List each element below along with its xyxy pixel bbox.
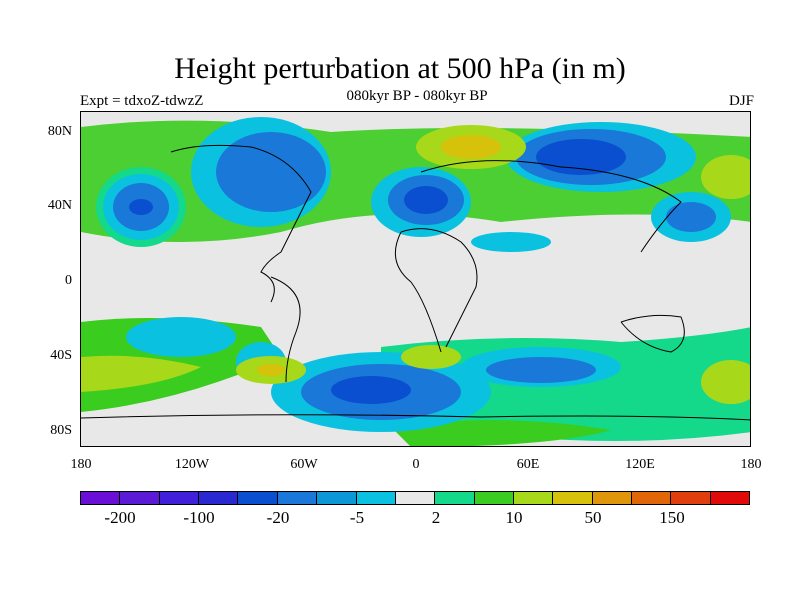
x-tick-label: 60W (290, 457, 318, 472)
experiment-label: Expt = tdxoZ-tdwzZ (80, 93, 204, 109)
colorbar-label: 10 (505, 508, 523, 527)
season-label: DJF (728, 93, 754, 109)
colorbar-swatch (671, 492, 711, 504)
colorbar-swatch (435, 492, 475, 504)
colorbar-swatch (710, 492, 750, 504)
colorbar-swatch (553, 492, 593, 504)
colorbar-label: 50 (584, 508, 602, 527)
y-tick-label: 80S (50, 423, 72, 438)
colorbar-label: -20 (266, 508, 290, 527)
y-tick-label: 80N (47, 124, 72, 139)
map-plot (80, 111, 751, 447)
colorbar-swatch (199, 492, 239, 504)
x-tick-label: 60E (516, 457, 540, 472)
x-tick-label: 0 (412, 457, 420, 472)
colorbar-swatch (317, 492, 357, 504)
colorbar (80, 491, 750, 505)
x-tick-label: 180 (740, 457, 762, 472)
colorbar-swatch (120, 492, 160, 504)
y-tick-label: 40S (50, 348, 72, 363)
colorbar-label: 2 (431, 508, 441, 527)
y-tick-label: 0 (65, 273, 72, 288)
colorbar-swatch (159, 492, 200, 504)
colorbar-swatch (474, 492, 514, 504)
x-tick-label: 120E (625, 457, 655, 472)
colorbar-swatch (592, 492, 633, 504)
x-tick-label: 180 (70, 457, 92, 472)
colorbar-swatch (395, 492, 436, 504)
y-tick-label: 40N (47, 198, 72, 213)
colorbar-swatch (81, 492, 121, 504)
colorbar-label: -200 (104, 508, 136, 527)
colorbar-swatch (238, 492, 278, 504)
colorbar-label: 150 (659, 508, 685, 527)
colorbar-swatch (277, 492, 318, 504)
colorbar-swatch (356, 492, 396, 504)
chart-title: Height perturbation at 500 hPa (in m) (174, 52, 626, 85)
map-field (81, 112, 750, 446)
colorbar-label: -5 (349, 508, 365, 527)
colorbar-label: -100 (183, 508, 215, 527)
colorbar-swatch (632, 492, 672, 504)
chart-subtitle: 080kyr BP - 080kyr BP (346, 88, 488, 104)
colorbar-swatch (513, 492, 554, 504)
x-tick-label: 120W (174, 457, 210, 472)
